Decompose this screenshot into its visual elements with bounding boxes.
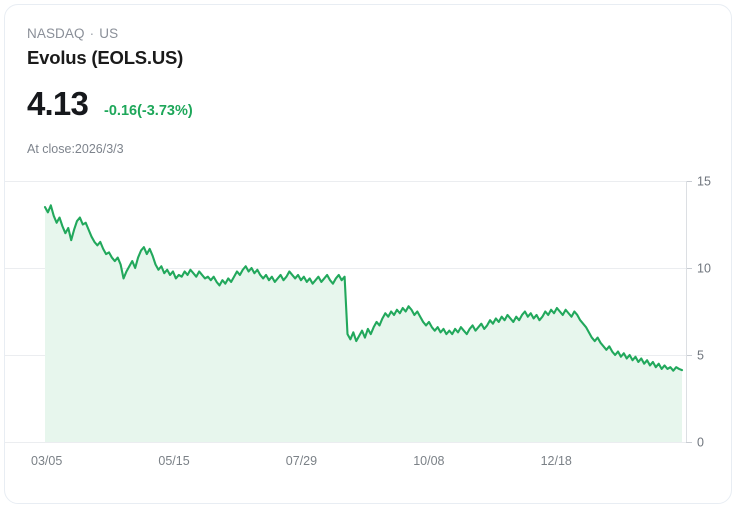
quote-header: NASDAQ · US Evolus (EOLS.US): [5, 5, 731, 71]
x-axis-tick-label: 10/08: [413, 454, 444, 468]
y-axis-tick-label: 10: [697, 262, 711, 276]
page-title: Evolus (EOLS.US): [27, 47, 184, 68]
y-axis-labels: 0 5 10 15: [697, 175, 711, 450]
price-line: [43, 204, 684, 372]
price-row: 4.13 -0.16(-3.73%): [27, 85, 193, 123]
y-axis-tick-label: 0: [697, 436, 704, 450]
market-status-text: At close:2026/3/3: [27, 142, 124, 156]
exchange-region-line: NASDAQ · US: [27, 25, 731, 43]
x-axis-tick-label: 05/15: [158, 454, 189, 468]
x-axis-labels: 03/05 05/15 07/29 10/08 12/18: [31, 454, 572, 468]
stock-quote-card: NASDAQ · US Evolus (EOLS.US) 4.13 -0.16(-3…: [4, 4, 732, 504]
region-label: US: [99, 26, 119, 41]
price-change: -0.16(-3.73%): [104, 103, 193, 119]
exchange-label: NASDAQ: [27, 26, 85, 41]
price-area-fill: [45, 205, 682, 442]
price-chart-svg[interactable]: 0 5 10 15 03/05 05/15 07/29 10/08 12/18: [5, 165, 732, 485]
price-chart[interactable]: 0 5 10 15 03/05 05/15 07/29 10/08 12/18: [5, 165, 732, 485]
y-axis-tick-label: 5: [697, 349, 704, 363]
x-axis-tick-label: 12/18: [541, 454, 572, 468]
y-axis-tick-label: 15: [697, 175, 711, 189]
last-price: 4.13: [27, 85, 89, 122]
x-axis-tick-label: 07/29: [286, 454, 317, 468]
separator-dot: ·: [89, 26, 95, 41]
x-axis-tick-label: 03/05: [31, 454, 62, 468]
